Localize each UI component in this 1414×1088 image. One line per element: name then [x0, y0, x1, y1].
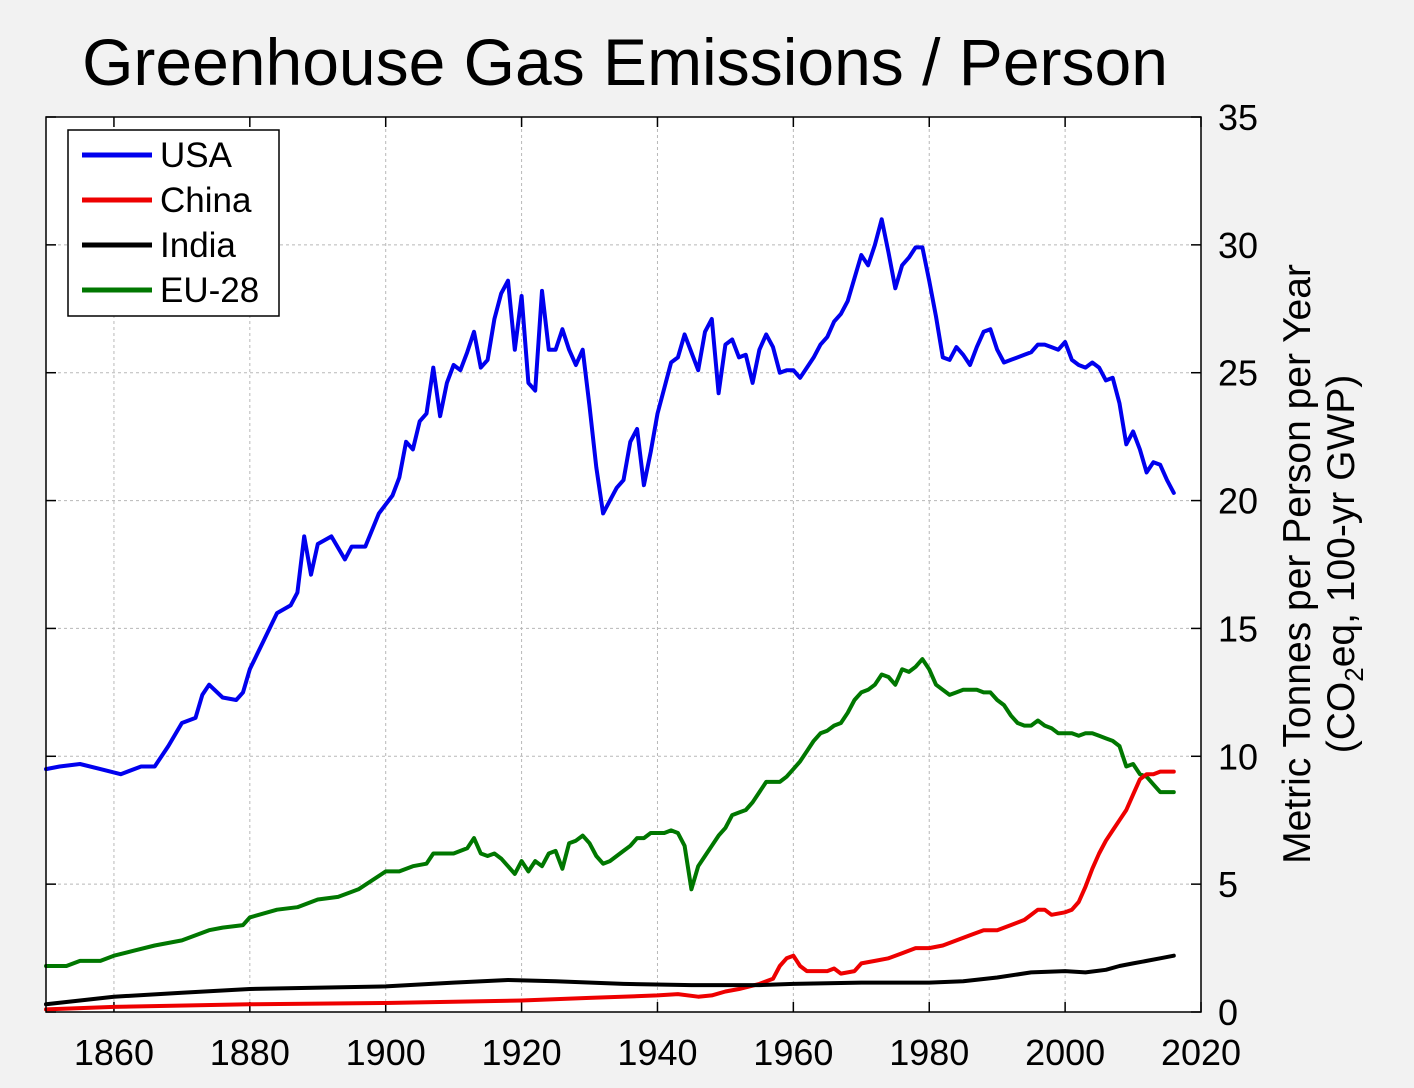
series-lines — [44, 217, 1176, 1012]
y-axis-title-line2-suffix: eq, 100-yr GWP) — [1320, 375, 1363, 668]
y-tick-label: 0 — [1218, 992, 1238, 1033]
legend-label-india: India — [160, 226, 236, 265]
y-tick-label: 10 — [1218, 736, 1258, 777]
series-line-india — [44, 953, 1176, 1007]
series-line-usa — [44, 217, 1176, 777]
y-tick-label: 5 — [1218, 864, 1238, 905]
plot-frame — [45, 116, 1202, 1013]
x-tick-labels: 1860 1880 1900 1920 1940 1960 1980 2000 2020 — [74, 1032, 1241, 1073]
y-axis-title-line1: Metric Tonnes per Person per Year — [1276, 264, 1319, 864]
series-line-china — [44, 769, 1176, 1012]
legend-label-china: China — [160, 181, 252, 220]
legend-label-usa: USA — [160, 136, 233, 175]
x-tick-label: 2020 — [1161, 1032, 1241, 1073]
y-tick-label: 20 — [1218, 481, 1258, 522]
y-axis-title-line2-prefix: (CO — [1320, 682, 1363, 754]
y-axis-title-subscript: 2 — [1339, 667, 1369, 681]
x-tick-label: 1960 — [753, 1032, 833, 1073]
y-tick-label: 35 — [1218, 97, 1258, 138]
legend-box — [67, 129, 280, 317]
series-line-eu-28 — [44, 657, 1176, 968]
chart-title: Greenhouse Gas Emissions / Person — [82, 25, 1168, 99]
x-tick-label: 1920 — [482, 1032, 562, 1073]
x-tick-label: 1980 — [889, 1032, 969, 1073]
x-tick-label: 1940 — [617, 1032, 697, 1073]
legend: USA China India EU-28 — [67, 129, 280, 317]
y-axis-title-line2: (CO2eq, 100-yr GWP) — [1320, 375, 1369, 754]
x-tick-label: 1900 — [346, 1032, 426, 1073]
x-tick-label: 1860 — [74, 1032, 154, 1073]
y-tick-label: 25 — [1218, 353, 1258, 394]
x-tick-label: 2000 — [1025, 1032, 1105, 1073]
y-axis-title: Metric Tonnes per Person per Year (CO2eq… — [1276, 264, 1369, 864]
y-tick-label: 15 — [1218, 608, 1258, 649]
x-tick-label: 1880 — [210, 1032, 290, 1073]
legend-label-eu-28: EU-28 — [160, 271, 259, 310]
y-tick-labels: 0 5 10 15 20 25 30 35 — [1218, 97, 1258, 1033]
y-tick-label: 30 — [1218, 225, 1258, 266]
